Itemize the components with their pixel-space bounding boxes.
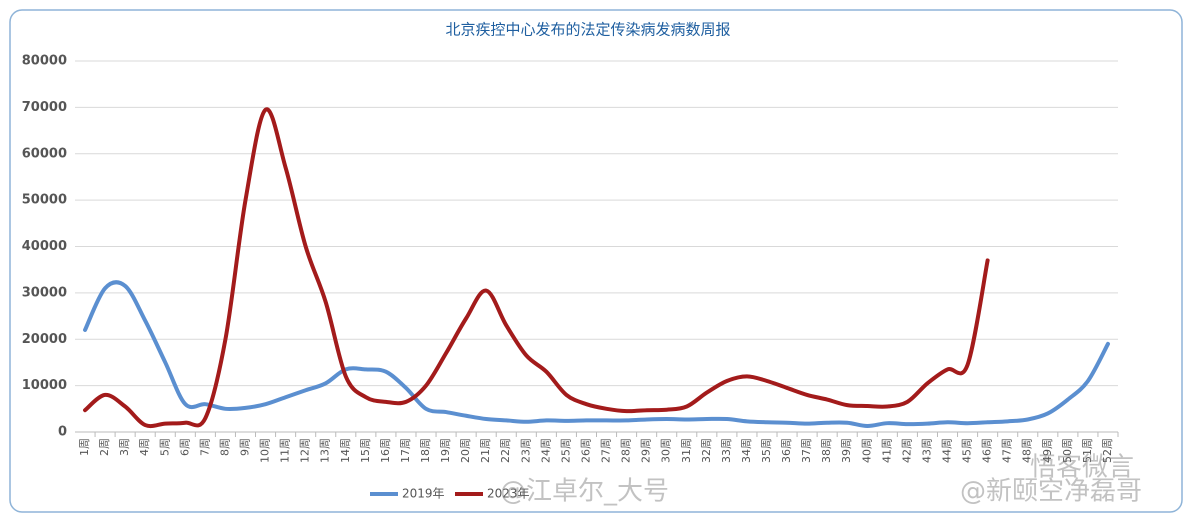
x-tick-label: 26周	[579, 438, 592, 463]
x-tick-label: 23周	[519, 438, 532, 463]
x-tick-label: 4周	[138, 438, 151, 456]
x-tick-label: 32周	[700, 438, 713, 463]
x-tick-label: 22周	[499, 438, 512, 463]
x-tick-label: 49周	[1041, 438, 1054, 463]
x-tick-label: 52周	[1101, 438, 1114, 463]
y-tick-label: 60000	[22, 146, 67, 161]
x-tick-label: 47周	[1001, 438, 1014, 463]
watermark: @新颐空净磊哥	[960, 477, 1142, 507]
x-tick-label: 9周	[238, 438, 251, 456]
chart-frame	[9, 9, 1183, 513]
x-tick-label: 15周	[359, 438, 372, 463]
y-tick-label: 70000	[22, 100, 67, 115]
x-tick-label: 35周	[760, 438, 773, 463]
x-tick-label: 31周	[680, 438, 693, 463]
x-tick-label: 13周	[319, 438, 332, 463]
y-tick-label: 0	[58, 425, 67, 440]
y-tick-label: 20000	[22, 332, 67, 347]
x-tick-label: 42周	[900, 438, 913, 463]
x-tick-label: 10周	[259, 438, 272, 463]
y-tick-label: 30000	[22, 285, 67, 300]
x-tick-label: 48周	[1021, 438, 1034, 463]
x-tick-label: 41周	[880, 438, 893, 463]
watermark: @江卓尔_大号	[500, 477, 669, 507]
y-tick-label: 50000	[22, 193, 67, 208]
legend-label: 2019年	[402, 487, 445, 501]
x-tick-label: 16周	[379, 438, 392, 463]
x-tick-label: 29周	[640, 438, 653, 463]
x-tick-label: 43周	[920, 438, 933, 463]
x-tick-label: 17周	[399, 438, 412, 463]
y-tick-label: 10000	[22, 378, 67, 393]
y-tick-label: 40000	[22, 239, 67, 254]
x-tick-label: 11周	[279, 438, 292, 463]
x-tick-label: 30周	[660, 438, 673, 463]
x-tick-label: 28周	[620, 438, 633, 463]
x-tick-label: 12周	[299, 438, 312, 463]
watermark: 悟客微言	[1030, 453, 1134, 483]
x-tick-label: 18周	[419, 438, 432, 463]
legend-label: 2023年	[487, 487, 530, 501]
x-tick-label: 37周	[800, 438, 813, 463]
x-tick-label: 21周	[479, 438, 492, 463]
x-tick-label: 27周	[600, 438, 613, 463]
x-tick-label: 36周	[780, 438, 793, 463]
x-tick-label: 2周	[98, 438, 111, 456]
x-tick-label: 33周	[720, 438, 733, 463]
x-tick-label: 34周	[740, 438, 753, 463]
x-tick-label: 6周	[178, 438, 191, 456]
x-tick-label: 1周	[78, 438, 91, 456]
chart-title: 北京疾控中心发布的法定传染病发病数周报	[445, 21, 730, 39]
x-tick-label: 3周	[118, 438, 131, 456]
x-tick-label: 24周	[539, 438, 552, 463]
x-tick-label: 45周	[961, 438, 974, 463]
x-tick-label: 19周	[439, 438, 452, 463]
x-tick-label: 39周	[840, 438, 853, 463]
x-tick-label: 50周	[1061, 438, 1074, 463]
series-line	[83, 280, 1110, 428]
x-tick-label: 51周	[1081, 438, 1094, 463]
x-tick-label: 38周	[820, 438, 833, 463]
series-line	[83, 107, 990, 429]
x-tick-label: 46周	[981, 438, 994, 463]
x-tick-label: 8周	[218, 438, 231, 456]
x-tick-label: 25周	[559, 438, 572, 463]
x-tick-label: 20周	[459, 438, 472, 463]
x-tick-label: 5周	[158, 438, 171, 456]
x-tick-label: 14周	[339, 438, 352, 463]
y-tick-label: 80000	[22, 54, 67, 69]
x-tick-label: 40周	[860, 438, 873, 463]
x-tick-label: 7周	[198, 438, 211, 456]
x-tick-label: 44周	[941, 438, 954, 463]
